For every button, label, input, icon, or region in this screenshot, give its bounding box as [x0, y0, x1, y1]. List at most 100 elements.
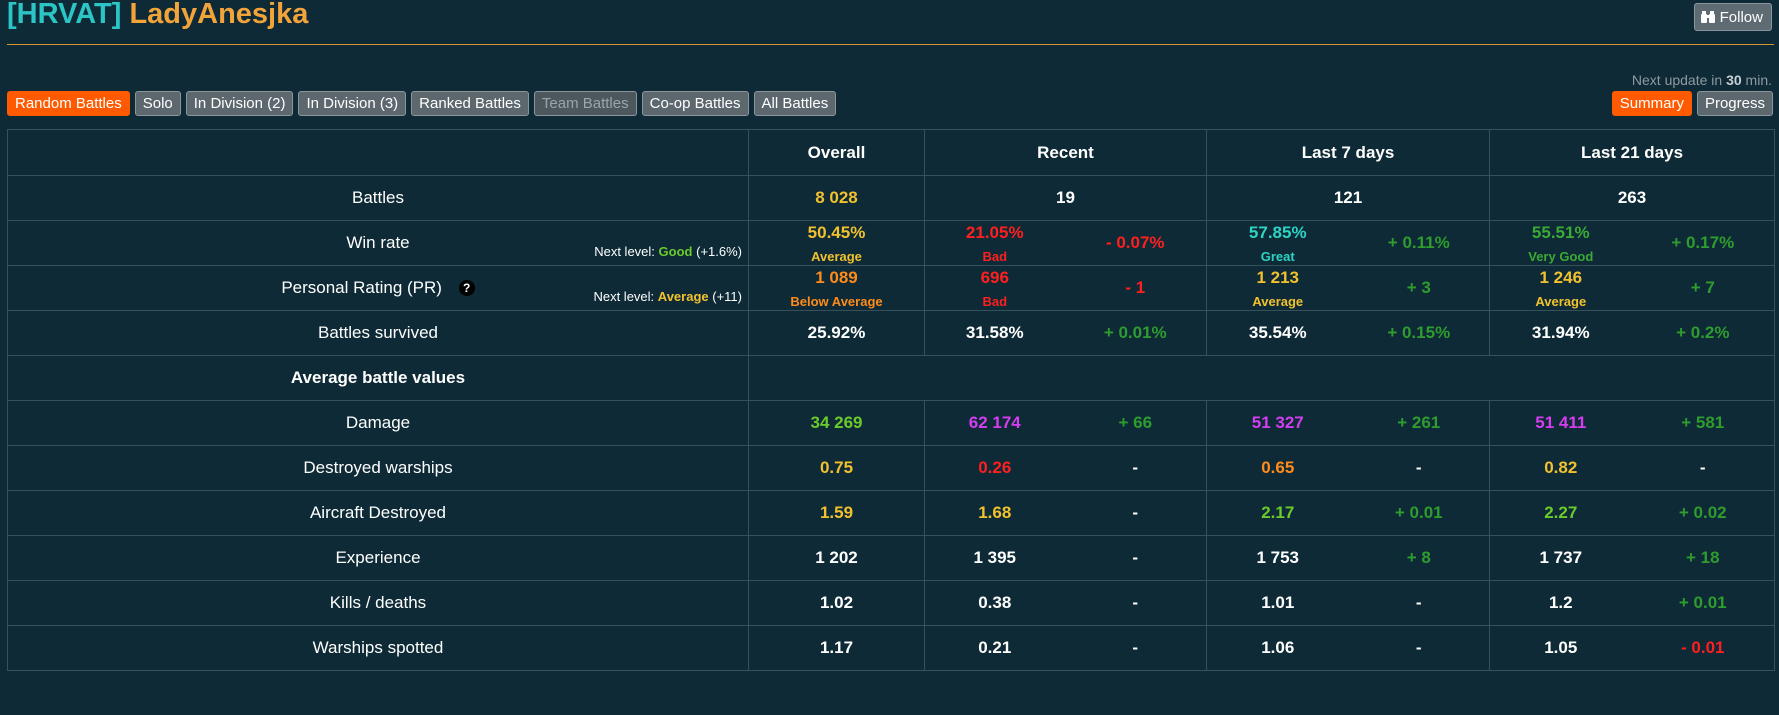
- winrate-last21-delta: + 0.17%: [1631, 220, 1776, 266]
- next-update-text: Next update in 30 min.: [1631, 72, 1772, 88]
- pr-recent: 696 Bad: [924, 265, 1065, 311]
- question-circle-icon[interactable]: ?: [458, 280, 475, 296]
- value-overall: 1.02: [748, 580, 925, 626]
- winrate-recent-delta: - 0.07%: [1064, 220, 1207, 266]
- winrate-overall: 50.45% Average: [748, 220, 925, 266]
- tab-solo[interactable]: Solo: [134, 91, 181, 116]
- row-label: Battles: [7, 175, 749, 221]
- survived-recent: 31.58%: [924, 310, 1065, 356]
- pr-last7-delta: + 3: [1348, 265, 1491, 311]
- value-last7: 1 753: [1206, 535, 1349, 581]
- value-last21: 1 737: [1489, 535, 1632, 581]
- delta-recent: + 66: [1064, 400, 1207, 446]
- tab-ranked-battles[interactable]: Ranked Battles: [411, 91, 529, 116]
- row-label: Win rate: [346, 233, 410, 252]
- battles-last21: 263: [1489, 175, 1776, 221]
- tab-all-battles[interactable]: All Battles: [753, 91, 837, 116]
- column-header-overall: Overall: [748, 129, 925, 176]
- value-last21: 51 411: [1489, 400, 1632, 446]
- value-last21: 1.05: [1489, 625, 1632, 671]
- table-row-win-rate: Win rate Next level: Good (+1.6%) 50.45%…: [7, 220, 1776, 266]
- section-spacer: [747, 355, 1776, 401]
- battles-recent: 19: [924, 175, 1207, 221]
- survived-overall: 25.92%: [748, 310, 925, 356]
- player-name: LadyAnesjka: [129, 0, 309, 30]
- row-label-cell: Win rate Next level: Good (+1.6%): [7, 220, 749, 266]
- delta-last7: + 261: [1348, 400, 1491, 446]
- tab-team-battles[interactable]: Team Battles: [533, 91, 637, 116]
- survived-recent-delta: + 0.01%: [1064, 310, 1207, 356]
- value-overall: 1 202: [748, 535, 925, 581]
- table-row: Aircraft Destroyed 1.59 1.68-2.17 + 0.01 2.2…: [7, 490, 1776, 536]
- tab-random-battles[interactable]: Random Battles: [7, 91, 130, 116]
- row-label: Destroyed warships: [7, 445, 749, 491]
- value-overall: 34 269: [748, 400, 925, 446]
- pr-last21: 1 246 Average: [1489, 265, 1632, 311]
- pr-recent-delta: - 1: [1064, 265, 1207, 311]
- value-recent: 62 174: [924, 400, 1065, 446]
- column-header-last7: Last 7 days: [1205, 129, 1491, 176]
- value-last21: 1.2: [1489, 580, 1632, 626]
- value-last21: 2.27: [1489, 490, 1632, 536]
- column-header-last21: Last 21 days: [1489, 129, 1776, 176]
- delta-recent: -: [1064, 490, 1207, 536]
- delta-last21: + 0.01: [1631, 580, 1776, 626]
- value-last7: 2.17: [1206, 490, 1349, 536]
- column-header-recent: Recent: [924, 129, 1207, 176]
- winrate-last21: 55.51% Very Good: [1489, 220, 1632, 266]
- follow-button[interactable]: Follow: [1693, 3, 1772, 31]
- delta-last21: + 18: [1631, 535, 1776, 581]
- row-label: Damage: [7, 400, 749, 446]
- survived-last7-delta: + 0.15%: [1348, 310, 1491, 356]
- delta-recent: -: [1064, 625, 1207, 671]
- clan-tag[interactable]: [HRVAT]: [7, 0, 122, 30]
- winrate-last7: 57.85% Great: [1206, 220, 1349, 266]
- value-last7: 51 327: [1206, 400, 1349, 446]
- table-row-battles: Battles 8 028 19 121 263: [7, 175, 1776, 221]
- delta-last7: + 8: [1348, 535, 1491, 581]
- row-label: Battles survived: [7, 310, 749, 356]
- winrate-last7-delta: + 0.11%: [1348, 220, 1491, 266]
- table-row-pr: Personal Rating (PR) ? Next level: Avera…: [7, 265, 1776, 311]
- table-row: Destroyed warships 0.75 0.26-0.65-0.82-: [7, 445, 1776, 491]
- value-recent: 0.21: [924, 625, 1065, 671]
- page-header: [HRVAT] LadyAnesjka Follow: [7, 0, 1774, 45]
- view-tabs: Summary Progress: [1611, 91, 1773, 116]
- view-tab-progress[interactable]: Progress: [1696, 91, 1773, 116]
- delta-last7: + 0.01: [1348, 490, 1491, 536]
- next-level-hint: Next level: Good (+1.6%): [594, 244, 742, 259]
- delta-last7: -: [1348, 580, 1491, 626]
- delta-recent: -: [1064, 445, 1207, 491]
- row-label-cell: Personal Rating (PR) ? Next level: Avera…: [7, 265, 749, 311]
- delta-last21: + 581: [1631, 400, 1776, 446]
- table-row-section: Average battle values: [7, 355, 1776, 401]
- delta-last7: -: [1348, 625, 1491, 671]
- survived-last21-delta: + 0.2%: [1631, 310, 1776, 356]
- battles-last7: 121: [1205, 175, 1491, 221]
- value-last7: 1.06: [1206, 625, 1349, 671]
- value-last21: 0.82: [1489, 445, 1632, 491]
- section-label: Average battle values: [7, 355, 749, 401]
- survived-last7: 35.54%: [1206, 310, 1349, 356]
- table-row: Damage 34 269 62 174 + 66 51 327 + 261 51 411 +…: [7, 400, 1776, 446]
- tab-co-op-battles[interactable]: Co-op Battles: [641, 91, 749, 116]
- tab-in-division-2[interactable]: In Division (2): [185, 91, 294, 116]
- winrate-recent: 21.05% Bad: [924, 220, 1065, 266]
- table-row: Kills / deaths 1.02 0.38-1.01-1.2 + 0.01: [7, 580, 1776, 626]
- player-title: [HRVAT] LadyAnesjka: [7, 0, 308, 31]
- battles-overall: 8 028: [748, 175, 925, 221]
- table-row-survived: Battles survived 25.92% 31.58% + 0.01% 3…: [7, 310, 1776, 356]
- pr-overall: 1 089 Below Average: [748, 265, 925, 311]
- pr-last21-delta: + 7: [1631, 265, 1776, 311]
- view-tab-summary[interactable]: Summary: [1611, 91, 1692, 116]
- delta-last7: -: [1348, 445, 1491, 491]
- tab-in-division-3[interactable]: In Division (3): [298, 91, 407, 116]
- row-label: Experience: [7, 535, 749, 581]
- value-overall: 0.75: [748, 445, 925, 491]
- battle-type-tabs: Random Battles Solo In Division (2) In Divi…: [7, 91, 837, 116]
- value-recent: 1 395: [924, 535, 1065, 581]
- next-level-hint: Next level: Average (+11): [593, 289, 742, 304]
- delta-last21: + 0.02: [1631, 490, 1776, 536]
